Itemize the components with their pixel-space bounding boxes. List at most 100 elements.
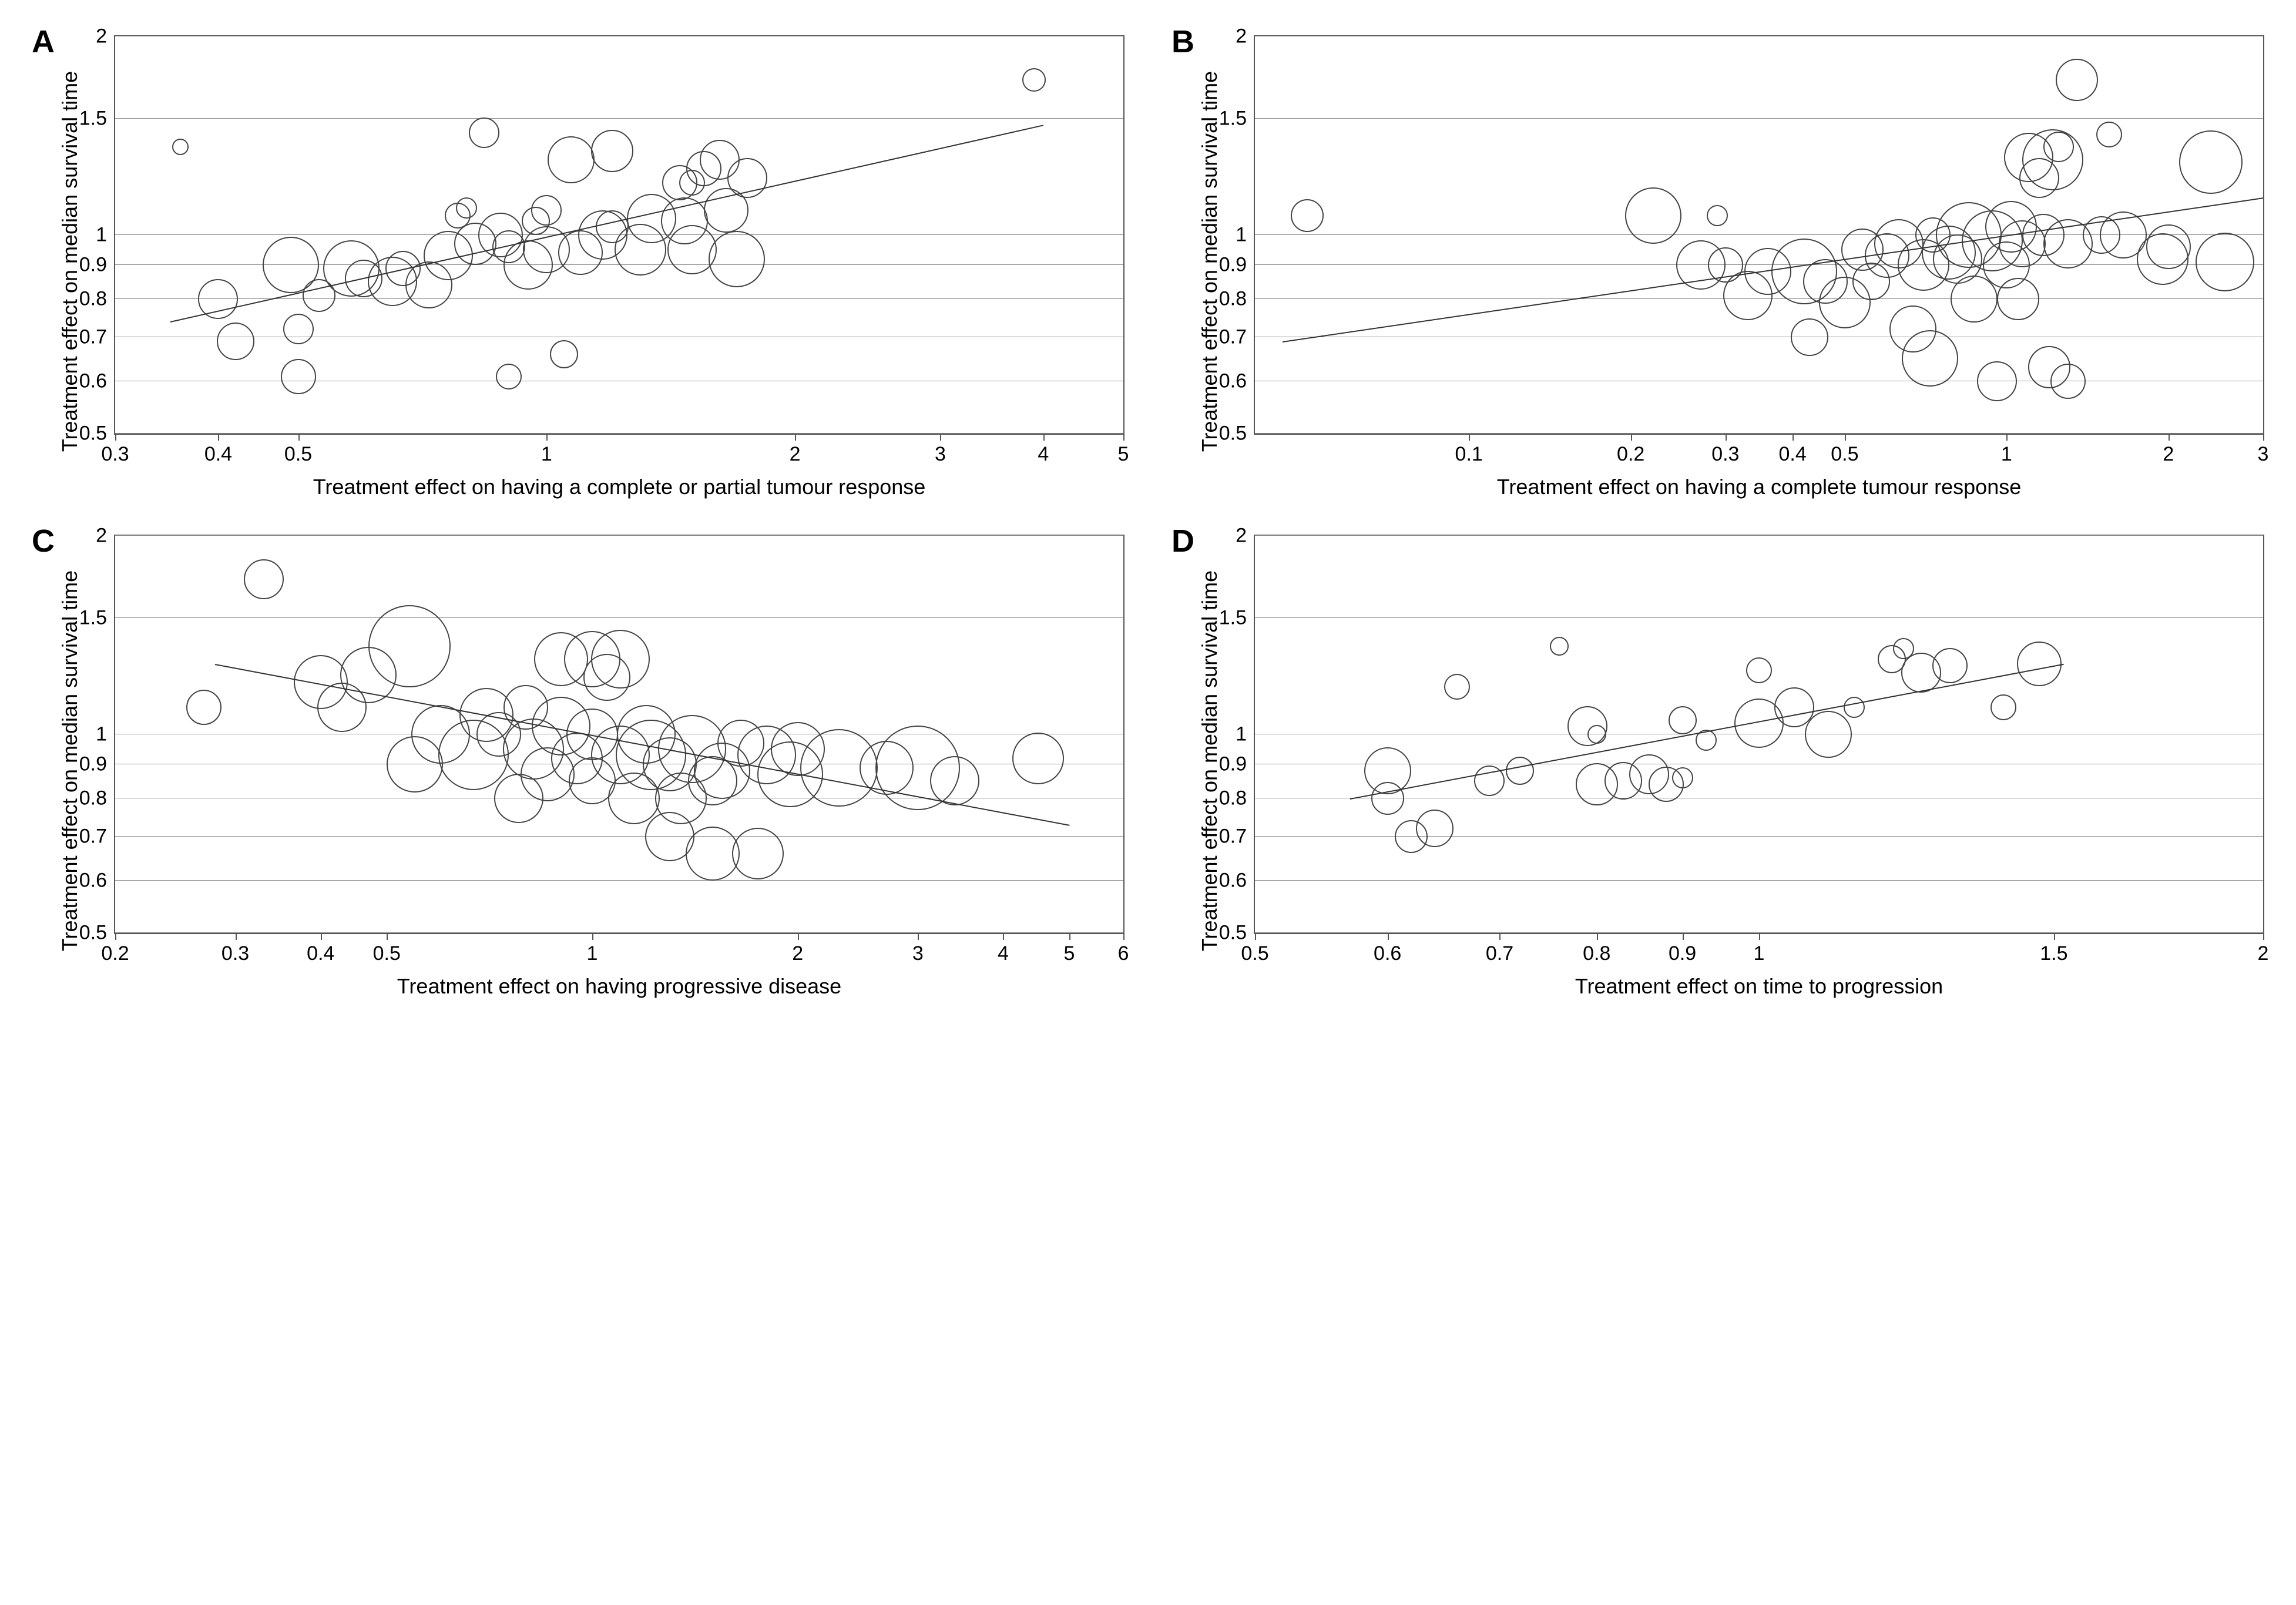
x-tick-label: 0.3 [101, 434, 129, 466]
panel-label: D [1172, 523, 1194, 559]
x-tick-label: 0.6 [1374, 933, 1401, 965]
x-tick-label: 0.2 [1617, 434, 1644, 466]
gridline [115, 118, 1123, 119]
data-bubble [1625, 187, 1681, 244]
y-tick-label: 1.5 [1219, 607, 1255, 630]
x-tick-label: 4 [1038, 434, 1049, 466]
x-tick-label: 0.3 [221, 933, 249, 965]
data-bubble [281, 359, 316, 394]
y-tick-label: 0.6 [79, 869, 115, 892]
figure-grid: ATreatment effect on median survival tim… [32, 23, 2264, 999]
data-bubble [496, 364, 522, 390]
gridline [115, 298, 1123, 299]
y-tick-label: 0.9 [79, 254, 115, 277]
data-bubble [172, 139, 189, 155]
x-tick-label: 6 [1118, 933, 1129, 965]
x-axis-label: Treatment effect on time to progression [1254, 974, 2264, 999]
data-bubble [686, 827, 740, 881]
y-tick-label: 0.8 [79, 787, 115, 810]
y-tick-label: 0.7 [79, 825, 115, 848]
x-tick-label: 1 [2001, 434, 2012, 466]
data-bubble [1746, 657, 1772, 683]
data-bubble [1932, 648, 1968, 683]
data-bubble [550, 340, 578, 368]
data-bubble [1844, 697, 1865, 718]
y-tick-label: 1 [96, 723, 115, 746]
y-tick-label: 1 [1236, 723, 1255, 746]
data-bubble [1444, 674, 1470, 700]
x-tick-label: 3 [912, 933, 924, 965]
data-bubble [2050, 364, 2086, 399]
y-tick-label: 0.7 [1219, 325, 1255, 348]
panel-A: ATreatment effect on median survival tim… [32, 23, 1124, 499]
x-tick-label: 0.7 [1486, 933, 1513, 965]
data-bubble [591, 630, 650, 689]
data-bubble [217, 323, 254, 360]
y-tick-label: 2 [96, 25, 115, 48]
gridline [1255, 535, 2263, 536]
x-tick-label: 3 [935, 434, 946, 466]
panel-C: CTreatment effect on median survival tim… [32, 523, 1124, 999]
y-tick-label: 0.5 [1219, 422, 1255, 445]
y-tick-label: 1 [1236, 224, 1255, 247]
x-tick-label: 0.8 [1583, 933, 1610, 965]
data-bubble [531, 195, 562, 226]
x-axis-label: Treatment effect on having a complete tu… [1254, 475, 2264, 499]
y-tick-label: 0.6 [1219, 370, 1255, 393]
x-tick-label: 1.5 [2040, 933, 2067, 965]
y-tick-label: 0.8 [1219, 787, 1255, 810]
data-bubble [1371, 782, 1404, 815]
y-tick-label: 0.9 [1219, 753, 1255, 776]
plot-area: 0.50.60.70.80.911.520.50.60.70.80.911.52 [1254, 535, 2264, 934]
gridline [115, 535, 1123, 536]
gridline [115, 932, 1123, 933]
x-tick-label: 0.4 [204, 434, 232, 466]
data-bubble [1022, 68, 1046, 92]
y-tick-label: 0.7 [79, 325, 115, 348]
data-bubble [2017, 642, 2062, 686]
panel-label: C [32, 523, 55, 559]
data-bubble [1990, 694, 2016, 720]
x-tick-label: 0.9 [1669, 933, 1696, 965]
panel-label: B [1172, 23, 1194, 60]
data-bubble [186, 690, 221, 725]
y-tick-label: 1 [96, 224, 115, 247]
x-axis-label: Treatment effect on having progressive d… [114, 974, 1124, 999]
data-bubble [1416, 810, 1454, 847]
data-bubble [1506, 757, 1534, 785]
data-bubble [1672, 767, 1693, 788]
x-tick-label: 0.4 [307, 933, 334, 965]
x-tick-label: 0.4 [1779, 434, 1807, 466]
data-bubble [2043, 132, 2074, 162]
x-tick-label: 1 [587, 933, 598, 965]
data-bubble [732, 828, 784, 879]
x-tick-label: 0.5 [1831, 434, 1858, 466]
y-tick-label: 0.6 [1219, 869, 1255, 892]
y-tick-label: 0.9 [1219, 254, 1255, 277]
x-tick-label: 0.5 [284, 434, 312, 466]
x-tick-label: 2 [2258, 933, 2269, 965]
data-bubble [456, 197, 477, 219]
x-tick-label: 2 [792, 933, 803, 965]
data-bubble [548, 136, 595, 183]
x-tick-label: 2 [2163, 434, 2174, 466]
data-bubble [1977, 361, 2017, 401]
gridline [1255, 433, 2263, 434]
x-tick-label: 0.2 [101, 933, 129, 965]
x-tick-label: 1 [1754, 933, 1765, 965]
y-tick-label: 1.5 [79, 108, 115, 130]
y-tick-label: 2 [1236, 25, 1255, 48]
y-tick-label: 1.5 [1219, 108, 1255, 130]
data-bubble [1587, 725, 1606, 744]
gridline [115, 433, 1123, 434]
y-tick-label: 0.9 [79, 753, 115, 776]
chart-wrap: Treatment effect on median survival time… [1172, 23, 2264, 499]
y-tick-label: 0.8 [79, 287, 115, 310]
gridline [115, 836, 1123, 837]
x-tick-label: 0.3 [1711, 434, 1739, 466]
panel-D: DTreatment effect on median survival tim… [1172, 523, 2264, 999]
panel-B: BTreatment effect on median survival tim… [1172, 23, 2264, 499]
data-bubble [283, 314, 314, 344]
data-bubble [2146, 224, 2191, 269]
data-bubble [1791, 318, 1828, 356]
